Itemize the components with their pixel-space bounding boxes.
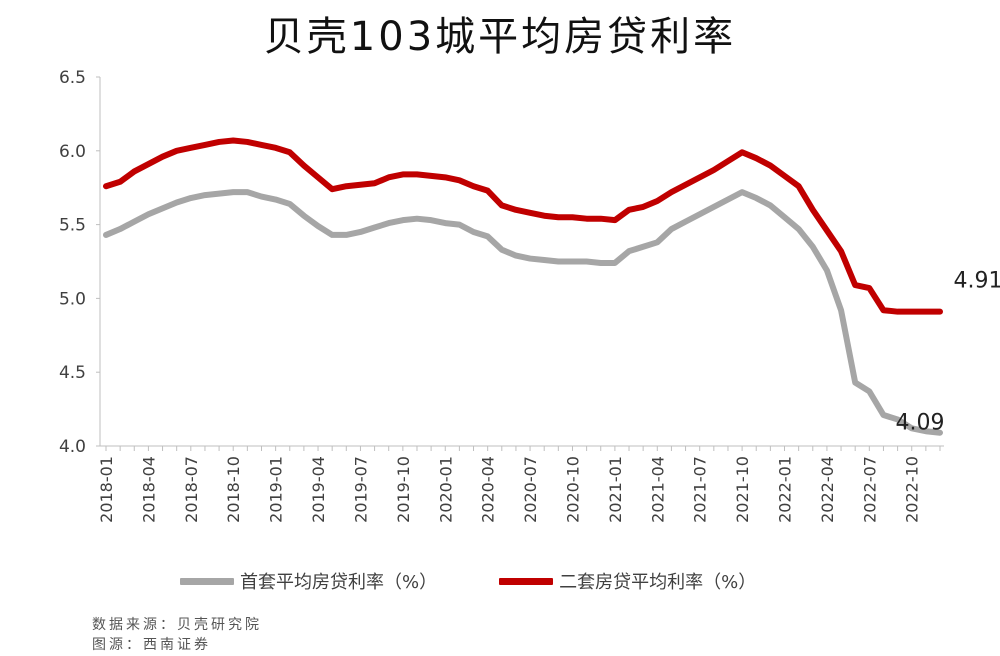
y-tick-label: 4.5 <box>59 363 86 383</box>
x-tick-label: 2018-01 <box>97 456 116 523</box>
x-tick-label: 2019-01 <box>267 456 286 523</box>
x-tick-label: 2020-04 <box>479 456 498 523</box>
legend-item-second-home: 二套房贷平均利率（%） <box>499 568 756 594</box>
annotation-layer: 4.91 4.09 <box>896 269 1000 436</box>
legend-item-first-home: 首套平均房贷利率（%） <box>180 568 437 594</box>
y-tick-label: 5.0 <box>59 289 86 309</box>
data-label: 4.09 <box>896 411 945 436</box>
y-tick-label: 6.5 <box>59 68 86 88</box>
y-tick-label: 4.0 <box>59 437 86 457</box>
axes: 4.0 4.5 5.0 5.5 6.0 6.5 2018-01 2018-04 2018-07 2… <box>59 68 944 523</box>
y-tick-label: 5.5 <box>59 216 86 236</box>
x-tick-label: 2018-10 <box>224 456 243 523</box>
image-source-note: 图源：西南证券 <box>92 637 211 653</box>
x-tick-label: 2020-01 <box>436 456 455 523</box>
x-tick-label: 2021-04 <box>648 456 667 523</box>
x-tick-label: 2022-04 <box>818 456 837 523</box>
x-tick-label: 2018-04 <box>139 456 158 523</box>
x-tick-label: 2021-07 <box>691 456 710 523</box>
legend-swatch-first-home <box>180 577 234 585</box>
x-tick-label: 2021-10 <box>733 456 752 523</box>
series-line-second-home <box>103 137 943 315</box>
data-label: 4.91 <box>954 269 1000 294</box>
x-tick-label: 2021-01 <box>606 456 625 523</box>
x-tick-label: 2020-10 <box>563 456 582 523</box>
series-layer <box>103 137 943 436</box>
legend: 首套平均房贷利率（%） 二套房贷平均利率（%） <box>180 566 756 596</box>
x-tick-label: 2022-01 <box>776 456 795 523</box>
chart-title: 贝壳103城平均房贷利率 <box>263 14 737 60</box>
x-tick-label: 2019-07 <box>351 456 370 523</box>
x-tick-label: 2019-04 <box>309 456 328 523</box>
legend-swatch-second-home <box>499 577 554 585</box>
x-tick-label: 2018-07 <box>182 456 201 523</box>
x-tick-label: 2020-07 <box>521 456 540 523</box>
x-tick-label: 2022-10 <box>903 456 922 523</box>
x-tick-label: 2019-10 <box>394 456 413 523</box>
series-line-first-home <box>103 189 943 436</box>
x-tick-label: 2022-07 <box>860 456 879 523</box>
data-source-note: 数据来源：贝壳研究院 <box>92 617 262 633</box>
legend-label-second-home: 二套房贷平均利率（%） <box>559 572 757 593</box>
y-tick-label: 6.0 <box>59 142 86 162</box>
legend-label-first-home: 首套平均房贷利率（%） <box>240 572 438 593</box>
